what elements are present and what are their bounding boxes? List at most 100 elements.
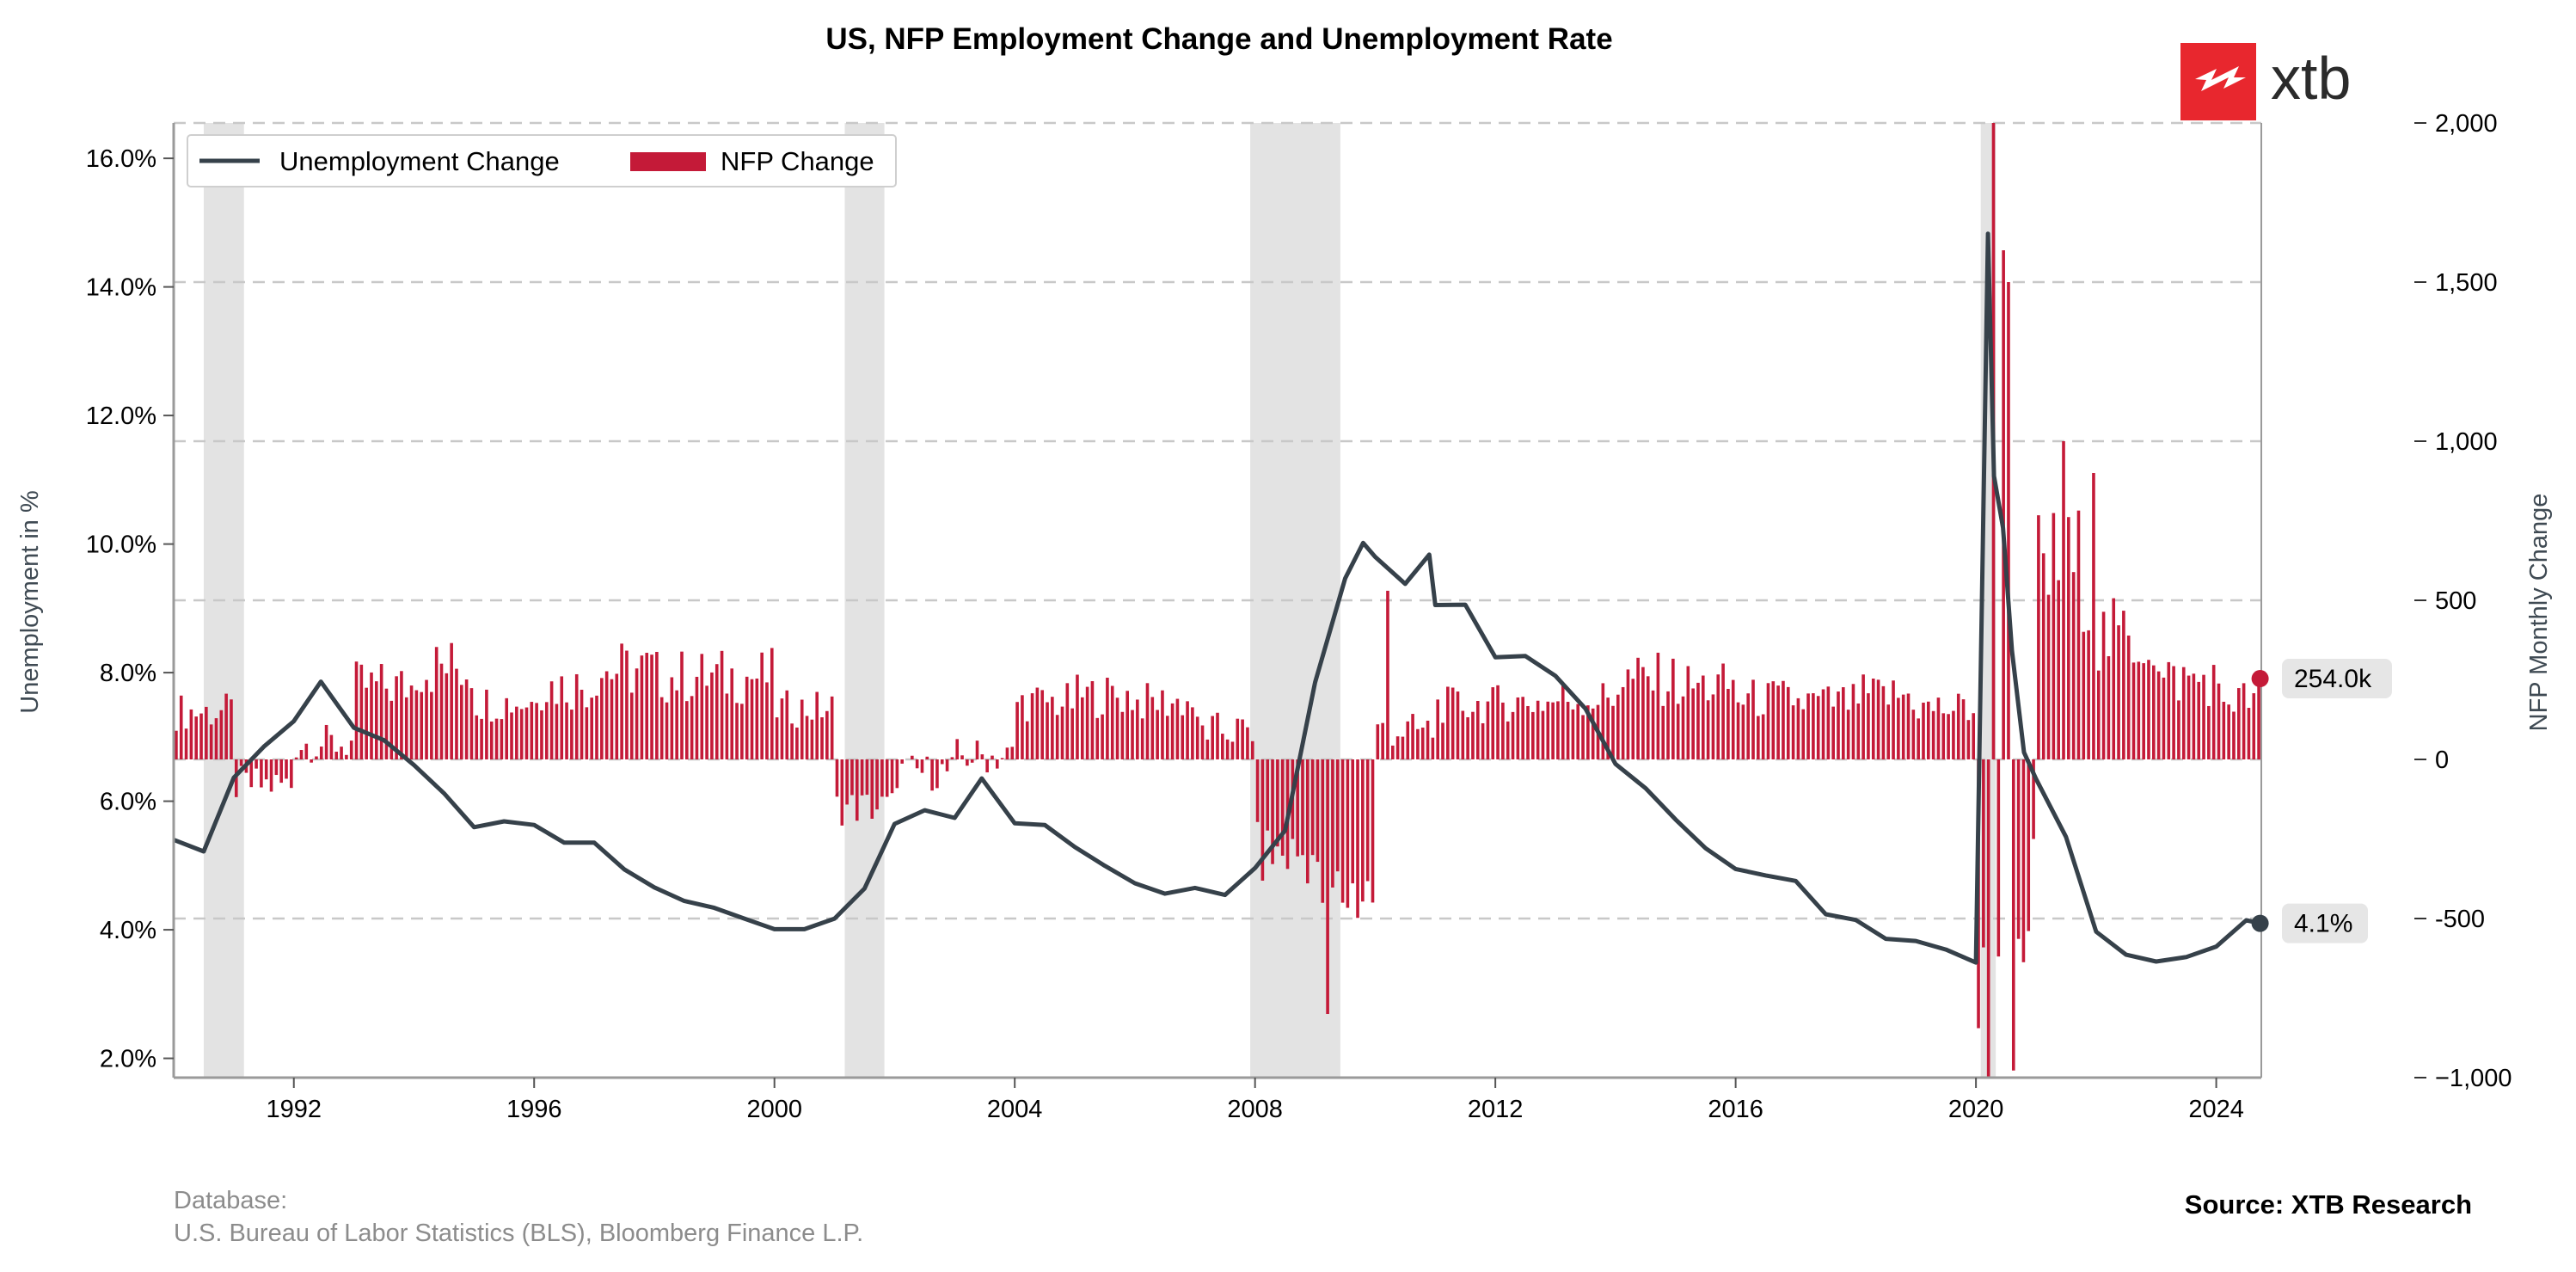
nfp-bar: [2101, 611, 2106, 759]
nfp-bar: [1616, 694, 1620, 759]
nfp-bar: [890, 759, 894, 794]
nfp-bar: [1716, 674, 1720, 759]
nfp-bar: [710, 672, 714, 759]
nfp-bar: [1156, 710, 1159, 759]
nfp-bar: [475, 715, 479, 759]
x-tick-label: 2004: [987, 1096, 1043, 1123]
nfp-bar: [1631, 679, 1635, 759]
nfp-bar: [2126, 635, 2131, 759]
nfp-bar: [414, 690, 419, 759]
nfp-bar: [855, 759, 859, 821]
nfp-bar: [2257, 679, 2260, 759]
nfp-bar: [264, 759, 268, 780]
nfp-bar: [285, 759, 288, 779]
nfp-bar: [544, 702, 549, 759]
nfp-bar: [1511, 711, 1515, 759]
nfp-bar: [1255, 759, 1260, 822]
nfp-bar: [1796, 697, 1800, 759]
nfp-bar: [700, 654, 704, 759]
nfp-bar: [1826, 686, 1831, 759]
nfp-bar: [1727, 688, 1730, 759]
nfp-bar: [875, 759, 879, 810]
nfp-bar: [2242, 683, 2246, 759]
nfp-bar: [485, 689, 488, 759]
nfp-bar: [1706, 700, 1710, 759]
nfp-bar: [1411, 714, 1414, 759]
nfp-bar: [1801, 709, 1806, 759]
nfp-bar: [1681, 696, 1685, 759]
nfp-bar: [310, 759, 313, 763]
nfp-bar: [2021, 759, 2026, 962]
nfp-bar: [1812, 693, 1815, 759]
nfp-bar: [655, 651, 659, 759]
nfp-bar: [1371, 759, 1375, 903]
left-tick-label: 14.0%: [86, 274, 156, 302]
nfp-bars: [175, 123, 2260, 1078]
nfp-bar: [500, 719, 504, 759]
nfp-bar: [2227, 704, 2230, 759]
nfp-bar: [1090, 681, 1095, 759]
nfp-bar: [1181, 715, 1185, 759]
nfp-bar: [349, 740, 353, 759]
nfp-bar: [1076, 674, 1079, 759]
nfp-bar: [439, 663, 444, 759]
nfp-bar: [1696, 682, 1700, 759]
nfp-bar: [279, 759, 283, 783]
nfp-bar: [260, 759, 263, 788]
nfp-bar: [340, 747, 343, 759]
nfp-bar: [980, 754, 984, 759]
nfp-bar: [1140, 718, 1144, 759]
nfp-bar: [1046, 702, 1049, 759]
nfp-bar: [780, 698, 784, 759]
nfp-bar: [650, 654, 653, 759]
x-tick-label: 2016: [1708, 1096, 1763, 1123]
nfp-bar: [1676, 704, 1680, 759]
nfp-bar: [1170, 703, 1175, 759]
nfp-bar: [1321, 759, 1325, 903]
nfp-bar: [985, 759, 989, 773]
nfp-bar: [239, 759, 243, 766]
right-axis-label: NFP Monthly Change: [2525, 494, 2553, 732]
nfp-bar: [224, 693, 228, 759]
nfp-bar: [1186, 701, 1189, 759]
left-axis-ticks: 2.0% 4.0% 6.0% 8.0% 10.0% 12.0% 14.0% 16.0%: [86, 145, 174, 1073]
nfp-bar: [1786, 686, 1790, 759]
nfp-bar: [1651, 690, 1655, 759]
left-tick-label: 16.0%: [86, 145, 156, 173]
nfp-bar: [1110, 685, 1114, 759]
right-tick-label: 2,000: [2435, 110, 2498, 138]
nfp-bar: [255, 759, 258, 769]
nfp-bar: [825, 710, 829, 759]
nfp-bar: [1216, 712, 1219, 759]
nfp-bar: [640, 655, 644, 759]
nfp-bar: [179, 695, 183, 759]
nfp-bar: [1125, 691, 1129, 759]
nfp-bar: [1416, 728, 1420, 759]
nfp-bar: [1947, 714, 1950, 759]
nfp-bar: [459, 685, 463, 759]
nfp-bar: [755, 678, 759, 759]
nfp-bar: [604, 671, 609, 759]
nfp-bar: [524, 707, 529, 759]
nfp-bar: [1436, 699, 1439, 759]
x-tick-label: 2020: [1948, 1096, 2004, 1123]
nfp-bar: [1956, 693, 1960, 759]
nfp-bar: [1746, 693, 1750, 759]
nfp-bar: [1335, 759, 1340, 872]
nfp-bar: [1591, 708, 1595, 759]
nfp-bar: [530, 702, 534, 759]
nfp-bar: [1386, 590, 1389, 759]
nfp-bar: [2016, 759, 2021, 939]
nfp-bar: [1326, 759, 1329, 1014]
xtb-logo: xtb: [2180, 43, 2351, 120]
nfp-bar: [1566, 702, 1570, 759]
nfp-bar: [2052, 513, 2056, 759]
nfp-bar: [1106, 677, 1109, 759]
nfp-bar: [565, 702, 568, 759]
nfp-bar: [455, 668, 458, 759]
nfp-bar: [469, 688, 474, 759]
nfp-bar: [574, 673, 579, 759]
nfp-last-badge-bg: [2282, 659, 2392, 699]
right-tick-label: -500: [2435, 906, 2485, 933]
nfp-bar: [2137, 661, 2141, 759]
